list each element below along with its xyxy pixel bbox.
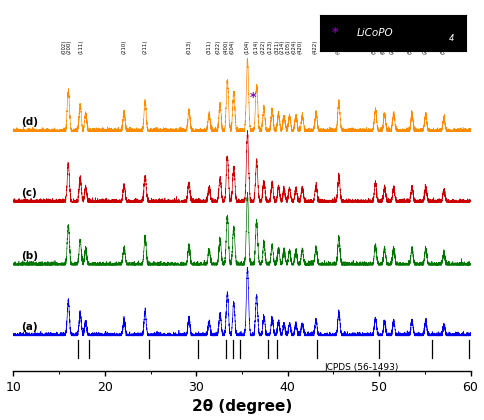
Text: (211): (211) xyxy=(143,40,148,54)
Text: (422): (422) xyxy=(313,40,318,54)
Text: (206): (206) xyxy=(390,40,394,54)
Text: (111): (111) xyxy=(78,40,84,54)
Text: (002)
(200): (002) (200) xyxy=(61,40,72,54)
Text: (210): (210) xyxy=(121,40,127,54)
Text: (214): (214) xyxy=(280,40,285,54)
Text: (311): (311) xyxy=(207,40,212,54)
Text: (114): (114) xyxy=(253,40,258,54)
Text: (b): (b) xyxy=(21,251,38,261)
Text: (004): (004) xyxy=(229,40,234,54)
Text: *: * xyxy=(250,91,256,104)
Text: (022): (022) xyxy=(216,40,221,54)
X-axis label: 2θ (degree): 2θ (degree) xyxy=(192,399,292,415)
Text: (104): (104) xyxy=(244,40,249,54)
Text: (123): (123) xyxy=(268,40,273,54)
Text: (400): (400) xyxy=(224,40,229,54)
Text: (024): (024) xyxy=(291,40,297,54)
Text: (d): (d) xyxy=(21,118,38,127)
Text: (c): (c) xyxy=(21,188,37,198)
Text: (523): (523) xyxy=(440,40,446,54)
Text: (234): (234) xyxy=(423,40,427,54)
Text: (404): (404) xyxy=(335,40,340,54)
Text: (321): (321) xyxy=(274,40,279,54)
Text: (522): (522) xyxy=(408,40,413,54)
Text: (105): (105) xyxy=(285,40,290,54)
Text: (503): (503) xyxy=(371,40,376,54)
Text: JCPDS (56-1493): JCPDS (56-1493) xyxy=(324,363,399,372)
Text: (013): (013) xyxy=(186,40,192,54)
Text: (222): (222) xyxy=(260,40,266,54)
Text: (a): (a) xyxy=(21,322,37,332)
Text: (600): (600) xyxy=(380,40,385,54)
Text: (420): (420) xyxy=(298,40,303,54)
